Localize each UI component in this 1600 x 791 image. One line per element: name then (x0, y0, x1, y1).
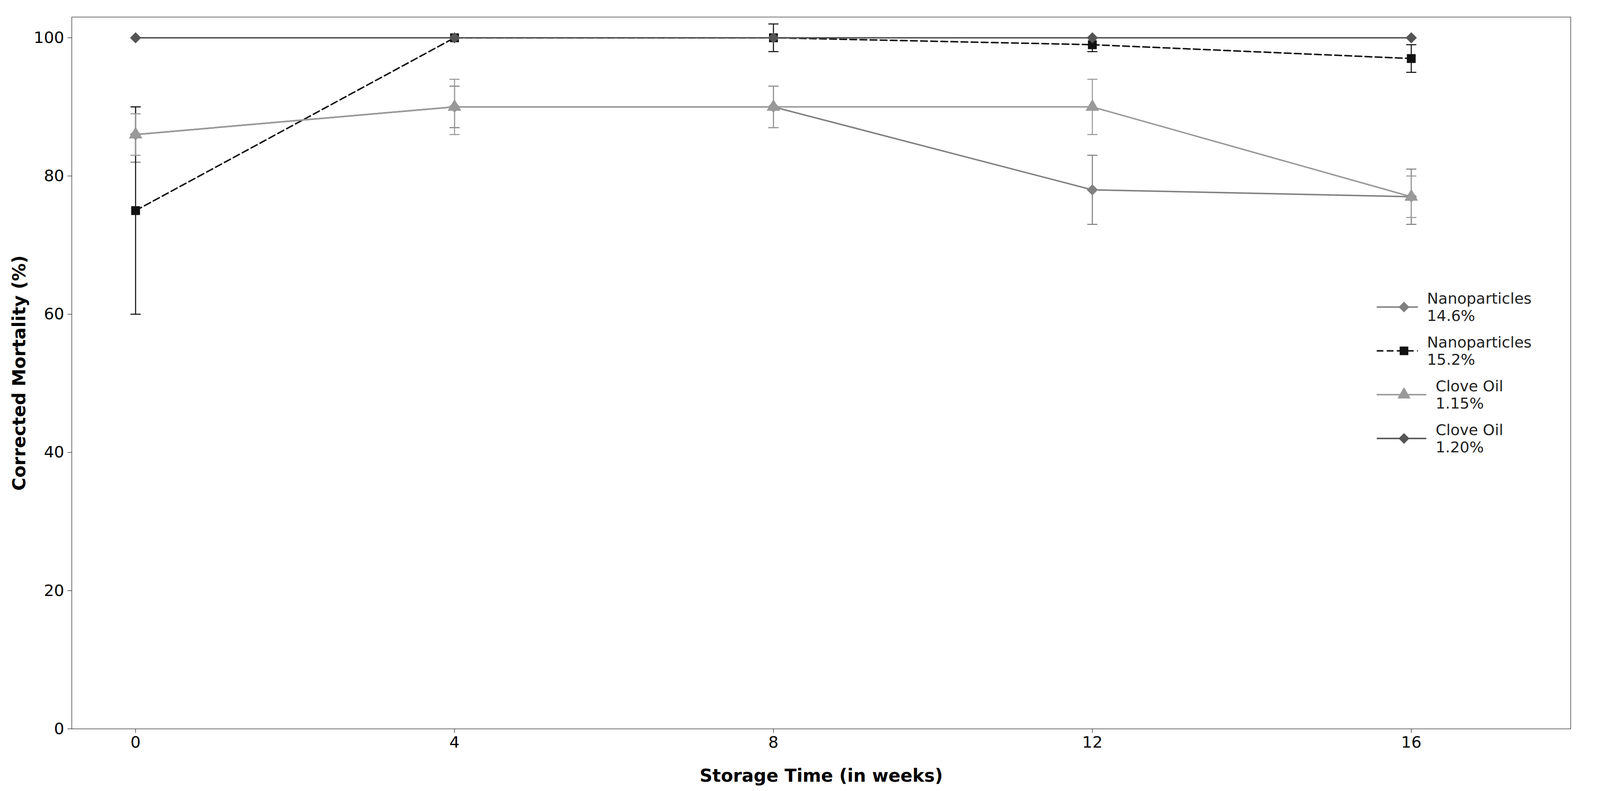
svg-text:20: 20 (43, 581, 65, 600)
svg-text:16: 16 (1401, 732, 1422, 752)
svg-text:60: 60 (43, 304, 65, 324)
html-text:Nanoparticles 15.2%: Nanoparticles 15.2% (1426, 333, 1532, 369)
html-text:Nanoparticles 14.6%: Nanoparticles 14.6% (1426, 289, 1532, 325)
svg-text:12: 12 (1081, 732, 1103, 752)
svg-text:0: 0 (53, 719, 65, 738)
svg-text:100: 100 (33, 28, 65, 47)
svg-text:80: 80 (43, 166, 65, 185)
svg-text:0: 0 (130, 732, 141, 752)
svg-text:Corrected Mortality (%): Corrected Mortality (%) (8, 255, 30, 491)
svg-text:40: 40 (43, 442, 65, 462)
html-text:Clove Oil 1.15%: Clove Oil 1.15% (1435, 377, 1504, 412)
html-text:Clove Oil 1.20%: Clove Oil 1.20% (1435, 421, 1504, 456)
svg-text:Storage Time (in weeks): Storage Time (in weeks) (699, 765, 943, 786)
svg-text:4: 4 (449, 732, 460, 752)
svg-text:8: 8 (768, 732, 779, 752)
